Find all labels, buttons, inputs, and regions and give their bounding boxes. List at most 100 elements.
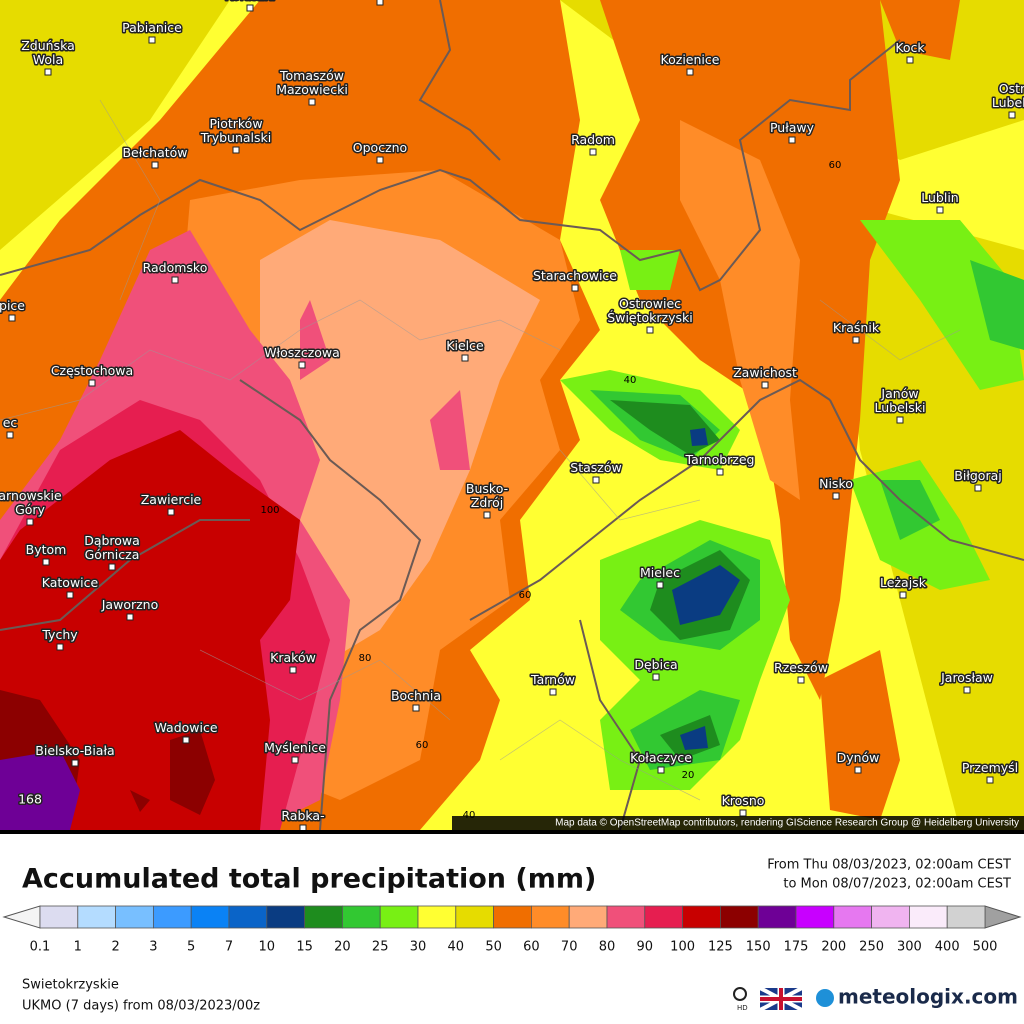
city-name: Opoczno [353, 140, 407, 155]
city-name: Piotrków [209, 116, 262, 131]
contour-label: 60 [519, 590, 532, 601]
city-dot [549, 688, 557, 696]
city-name: Biłgoraj [954, 468, 1001, 483]
city-name: Rzeszów [774, 660, 828, 675]
city-name: Wadowice [154, 720, 217, 735]
brand[interactable]: meteologix.com [838, 985, 1018, 1009]
city-dot [592, 476, 600, 484]
legend-cell [795, 905, 835, 929]
city-name: Kock [895, 40, 925, 55]
legend-cell [871, 905, 910, 929]
city-dot [896, 416, 904, 424]
city-name: Starachowice [533, 268, 617, 283]
legend-cell [909, 905, 948, 929]
city-name: Górnicza [85, 547, 140, 562]
city-name: Tychy [41, 627, 78, 642]
legend-arrow-high [984, 905, 1022, 929]
contour-label: 60 [829, 160, 842, 171]
zoom-icon[interactable] [733, 987, 747, 1001]
city-name: Bytom [26, 542, 67, 557]
city-dot [761, 381, 769, 389]
city-dot [182, 736, 190, 744]
legend-tick-label: 400 [935, 940, 960, 955]
legend-tick-label: 1 [74, 940, 82, 955]
precipitation-map: KoluszkiRawa MazowieckaZduńskaWolaPabian… [0, 0, 1024, 832]
legend-arrow-low [2, 905, 41, 929]
city-name: Ostrowiec [619, 296, 681, 311]
city-name: pice [0, 298, 25, 313]
city-dot [832, 492, 840, 500]
city-dot [652, 673, 660, 681]
city-name: Lubels [992, 95, 1024, 110]
city-name: Częstochowa [51, 363, 133, 378]
city-dot [788, 136, 796, 144]
contour-label: 20 [682, 770, 695, 781]
city-name: Janów [880, 386, 918, 401]
city-name: Kozienice [661, 52, 720, 67]
city-dot [232, 146, 240, 154]
city-dot [151, 161, 159, 169]
city-name: Koluszki [225, 0, 275, 3]
city-dot [376, 0, 384, 6]
city-dot [8, 314, 16, 322]
city-name: Tarnów [530, 672, 575, 687]
legend-cell [644, 905, 683, 929]
city-name: Katowice [42, 575, 99, 590]
city-labels: KoluszkiRawa MazowieckaZduńskaWolaPabian… [0, 0, 1024, 832]
legend-tick-label: 80 [599, 940, 616, 955]
city-dot [171, 276, 179, 284]
legend-tick-label: 175 [784, 940, 809, 955]
brand-logo [816, 989, 834, 1007]
legend-cell [152, 905, 192, 929]
city-name: Wola [33, 52, 63, 67]
city-name: Mazowiecki [276, 82, 348, 97]
legend-cell [531, 905, 570, 929]
language-flag[interactable] [759, 986, 803, 1012]
city-dot [936, 206, 944, 214]
period-end: to Mon 08/07/2023, 02:00am CEST [783, 877, 1011, 892]
city-dot [483, 511, 491, 519]
city-dot [797, 676, 805, 684]
city-name: Lubelski [875, 400, 926, 415]
city-name: Dębica [634, 657, 677, 672]
legend-cell [228, 905, 268, 929]
city-dot [963, 686, 971, 694]
legend-tick-label: 100 [670, 940, 695, 955]
contour-label: 100 [260, 505, 279, 516]
city-name: ec [3, 415, 18, 430]
city-name: Zdrój [471, 495, 503, 510]
city-dot [657, 766, 665, 774]
city-name: Dąbrowa [84, 533, 140, 548]
city-name: Kielce [446, 338, 484, 353]
city-name: Włoszczowa [264, 345, 340, 360]
legend-tick-label: 3 [149, 940, 157, 955]
legend-cell [606, 905, 646, 929]
map-edge [0, 830, 1024, 834]
city-name: Kraków [270, 650, 316, 665]
city-name: Tarnobrzeg [685, 452, 755, 467]
legend-tick-label: 10 [259, 940, 276, 955]
city-dot [656, 581, 664, 589]
city-dot [906, 56, 914, 64]
city-dot [246, 4, 254, 12]
contour-label: 40 [463, 810, 476, 821]
legend-tick-label: 70 [561, 940, 578, 955]
city-name: Radom [571, 132, 615, 147]
city-name: Zawichost [733, 365, 797, 380]
max-box [4, 784, 58, 814]
legend-cell [190, 905, 230, 929]
city-dot [291, 756, 299, 764]
city-dot [66, 591, 74, 599]
legend-tick-label: 2 [111, 940, 119, 955]
city-dot [646, 326, 654, 334]
city-dot [412, 704, 420, 712]
legend-cell [115, 905, 154, 929]
legend-cell [568, 905, 608, 929]
legend-tick-label: 60 [523, 940, 540, 955]
city-dot [739, 809, 747, 817]
max-label: 168 [18, 792, 42, 807]
hd-label: HD [737, 1004, 748, 1012]
city-dot [88, 379, 96, 387]
city-name: Radomsko [143, 260, 208, 275]
